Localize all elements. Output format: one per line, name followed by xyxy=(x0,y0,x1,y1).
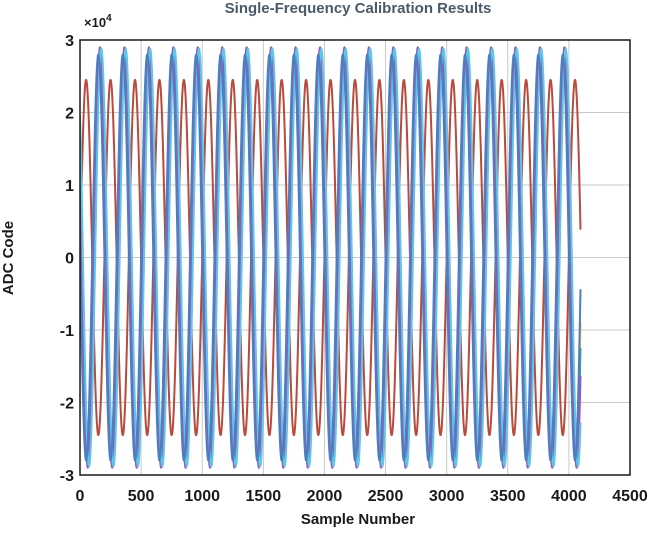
x-tick-label: 1500 xyxy=(246,488,282,505)
chart-title: Single-Frequency Calibration Results xyxy=(225,0,492,17)
x-tick-label: 2500 xyxy=(368,488,404,505)
x-tick-label: 3000 xyxy=(429,488,465,505)
x-tick-label: 4000 xyxy=(551,488,587,505)
series-line-6 xyxy=(80,53,582,462)
series-line-5 xyxy=(80,47,582,468)
x-tick-label: 500 xyxy=(128,488,155,505)
y-tick-label: -3 xyxy=(60,468,74,485)
tick-labels: 0 500 1000 1500 2000 2500 3000 3500 4000 4500 -3 -2… xyxy=(60,33,648,505)
x-tick-label: 3500 xyxy=(490,488,526,505)
x-tick-label: 1000 xyxy=(184,488,220,505)
x-tick-label: 0 xyxy=(76,488,85,505)
y-multiplier-label: ×104 xyxy=(84,13,112,30)
series-group xyxy=(80,46,582,469)
x-tick-label: 4500 xyxy=(612,488,648,505)
plot-frame xyxy=(79,39,631,476)
y-tick-label: -2 xyxy=(60,396,74,413)
y-tick-label: 2 xyxy=(65,106,74,123)
x-tick-label: 2000 xyxy=(307,488,343,505)
y-multiplier-exponent: 4 xyxy=(106,13,112,24)
y-tick-label: 1 xyxy=(65,178,74,195)
series-line-4 xyxy=(80,46,582,469)
x-axis-title: Sample Number xyxy=(301,511,415,528)
y-tick-label: 3 xyxy=(65,33,74,50)
y-tick-label: -1 xyxy=(60,323,74,340)
y-axis-title: ADC Code xyxy=(0,221,17,295)
y-tick-label: 0 xyxy=(65,251,74,268)
